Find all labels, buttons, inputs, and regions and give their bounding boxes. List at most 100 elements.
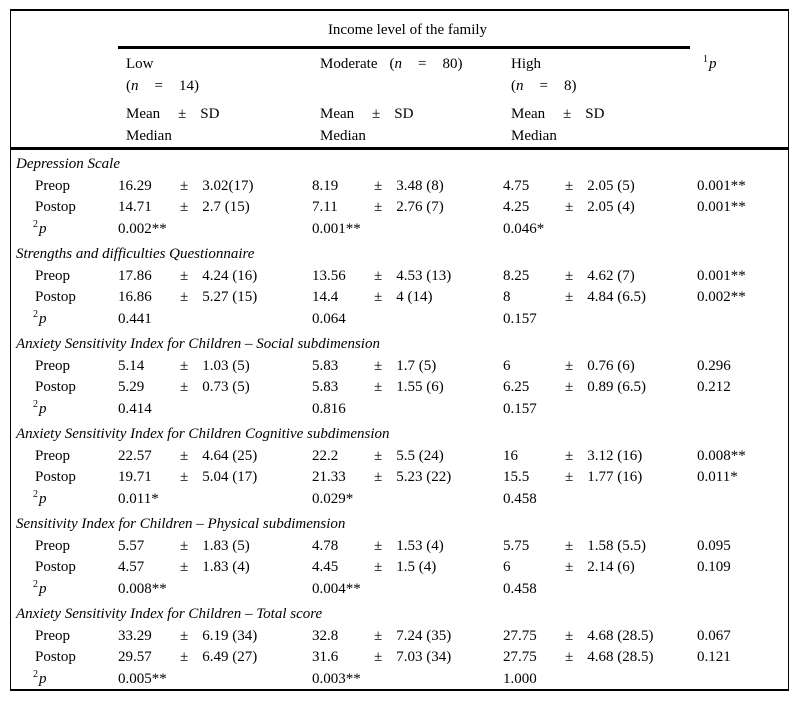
table-spanner-row: Income level of the family [11, 11, 788, 42]
plus-minus: ± [374, 469, 383, 485]
mean-value: 22.57 [118, 447, 152, 464]
plus-minus: ± [180, 289, 189, 305]
section-title-row: Anxiety Sensitivity Index for Children C… [11, 424, 788, 446]
cell-moderate: 8.19 ± 3.48 (8) [312, 176, 503, 198]
section-title-row: Depression Scale [11, 154, 788, 176]
cell-low: 17.86 ± 4.24 (16) [118, 266, 312, 288]
mean-sd-header: Mean ± SD [118, 103, 312, 125]
sd-median-value: 6.49 (27) [202, 649, 258, 665]
cell-moderate: 4.45 ± 1.5 (4) [312, 557, 503, 579]
equals-sign: = [417, 56, 427, 72]
plus-minus: ± [563, 106, 572, 122]
column-name: High [511, 56, 541, 72]
mean-value: 17.86 [118, 267, 152, 284]
section-title-row: Anxiety Sensitivity Index for Children –… [11, 334, 788, 356]
column-name: Moderate [320, 56, 378, 72]
mean-value: 5.14 [118, 357, 145, 374]
mean-value: 4.75 [503, 177, 530, 194]
cell-moderate: 32.8 ± 7.24 (35) [312, 626, 503, 648]
plus-minus: ± [374, 267, 383, 284]
mean-value: 8.25 [503, 267, 530, 284]
plus-minus: ± [180, 447, 189, 464]
row-label-postop: Postop [35, 559, 76, 575]
mean-value: 5.83 [312, 379, 339, 395]
table-section: Anxiety Sensitivity Index for Children –… [11, 330, 788, 420]
p-superscript: 1 [703, 54, 708, 65]
plus-minus: ± [374, 289, 383, 305]
column-header-high: High (n = 8) [503, 53, 697, 97]
mean-value: 4.78 [312, 537, 339, 554]
mean-value: 27.75 [503, 627, 537, 644]
section-title-row: Anxiety Sensitivity Index for Children –… [11, 604, 788, 626]
cell-low: 5.14 ± 1.03 (5) [118, 356, 312, 378]
mean-value: 4.57 [118, 559, 145, 575]
row-label-postop: Postop [35, 649, 76, 665]
plus-minus: ± [565, 199, 574, 215]
plus-minus: ± [565, 177, 574, 194]
cell-high: 8 ± 4.84 (6.5) [503, 287, 697, 309]
plus-minus: ± [374, 199, 383, 215]
table-section: Anxiety Sensitivity Index for Children –… [11, 600, 788, 689]
sd-median-value: 4.24 (16) [202, 267, 258, 284]
p-value: 0.001** [697, 199, 746, 215]
preop-row: Preop 33.29 ± 6.19 (34) 32.8 ± 7.24 (35)… [11, 626, 788, 648]
equals-sign: = [154, 78, 163, 94]
sd-median-value: 6.19 (34) [202, 627, 258, 644]
table-body: Depression Scale Preop 16.29 ± 3.02(17) … [11, 150, 788, 689]
p2-value-low: 0.005** [118, 670, 167, 687]
p-letter: p [709, 56, 717, 72]
sd-median-value: 1.03 (5) [202, 357, 250, 374]
postop-row: Postop 4.57 ± 1.83 (4) 4.45 ± 1.5 (4) 6 … [11, 557, 788, 579]
preop-row: Preop 5.57 ± 1.83 (5) 4.78 ± 1.53 (4) 5.… [11, 536, 788, 558]
p-superscript: 2 [33, 308, 38, 320]
cell-low: 16.86 ± 5.27 (15) [118, 287, 312, 309]
p2-value-moderate: 0.003** [312, 670, 361, 687]
cell-low: 5.29 ± 0.73 (5) [118, 377, 312, 399]
cell-moderate: 13.56 ± 4.53 (13) [312, 266, 503, 288]
mean-value: 32.8 [312, 627, 339, 644]
p2-row: 2p 0.002** 0.001** 0.046* [11, 219, 788, 241]
plus-minus: ± [180, 627, 189, 644]
n-open: (n [389, 56, 402, 72]
sd-label: SD [200, 106, 220, 122]
mean-sd-header: Mean ± SD [503, 103, 697, 125]
plus-minus: ± [374, 559, 383, 575]
p-letter: p [39, 220, 47, 237]
p2-row: 2p 0.414 0.816 0.157 [11, 399, 788, 421]
p2-value-low: 0.011* [118, 490, 159, 507]
n-var: n [131, 78, 139, 94]
plus-minus: ± [180, 267, 189, 284]
mean-label: Mean [511, 106, 546, 122]
preop-row: Preop 5.14 ± 1.03 (5) 5.83 ± 1.7 (5) 6 ±… [11, 356, 788, 378]
row-label-postop: Postop [35, 469, 76, 485]
p2-value-moderate: 0.001** [312, 220, 361, 237]
mean-value: 5.29 [118, 379, 145, 395]
mean-value: 14.4 [312, 289, 339, 305]
n-value: 14) [178, 78, 199, 94]
sd-median-value: 3.12 (16) [587, 447, 643, 464]
plus-minus: ± [374, 379, 383, 395]
section-title: Anxiety Sensitivity Index for Children –… [16, 606, 323, 622]
plus-minus: ± [565, 267, 574, 284]
mean-value: 7.11 [312, 199, 338, 215]
sd-median-value: 1.53 (4) [396, 537, 444, 554]
plus-minus: ± [565, 537, 574, 554]
cell-low: 14.71 ± 2.7 (15) [118, 197, 312, 219]
sd-median-value: 7.24 (35) [396, 627, 452, 644]
sd-median-value: 3.02(17) [202, 177, 254, 194]
sd-median-value: 4.68 (28.5) [587, 627, 654, 644]
sample-size: (n = 80) [389, 53, 462, 75]
p2-value-moderate: 0.029* [312, 490, 354, 507]
mean-value: 16.29 [118, 177, 152, 194]
sd-median-value: 0.89 (6.5) [587, 379, 646, 395]
n-value: 8) [563, 78, 577, 94]
mean-value: 33.29 [118, 627, 152, 644]
p-superscript: 2 [33, 218, 38, 230]
plus-minus: ± [374, 649, 383, 665]
plus-minus: ± [180, 559, 189, 575]
p2-value-high: 0.157 [503, 400, 537, 417]
row-label-postop: Postop [35, 379, 76, 395]
mean-value: 8.19 [312, 177, 339, 194]
row-label-preop: Preop [35, 357, 70, 374]
p-letter: p [39, 490, 47, 507]
